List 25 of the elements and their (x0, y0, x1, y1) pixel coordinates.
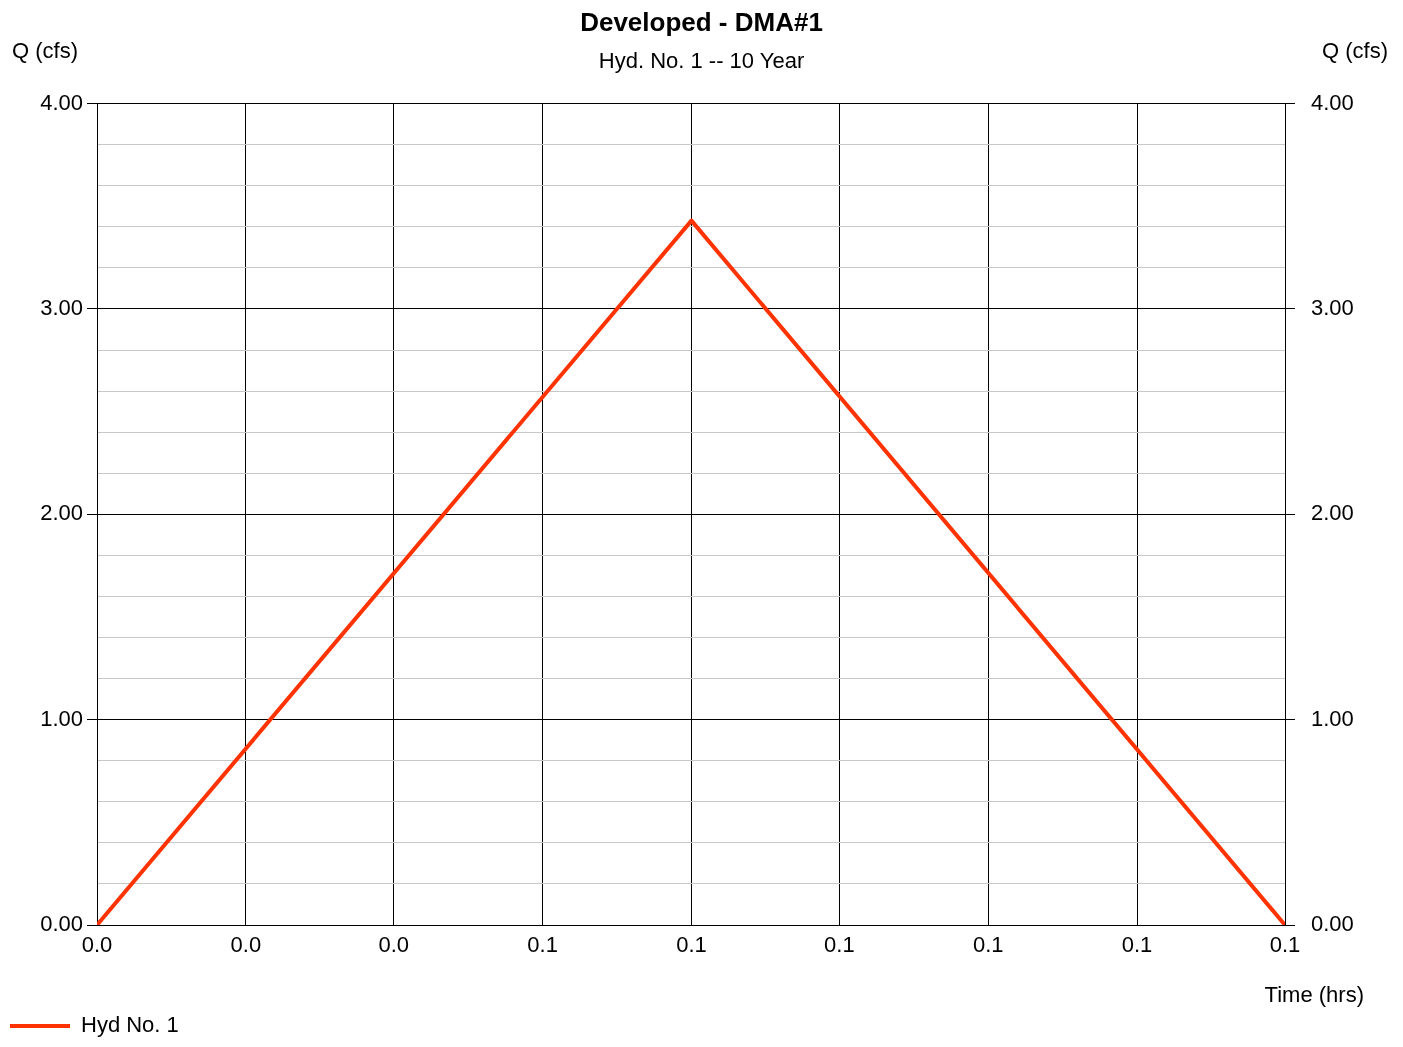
y-tick-label: 3.00 (40, 295, 83, 321)
legend-label: Hyd No. 1 (81, 1012, 179, 1038)
y2-tick-label: 2.00 (1311, 500, 1354, 526)
y2-axis-title: Q (cfs) (1322, 38, 1388, 64)
y2-tick-label: 1.00 (1311, 705, 1354, 731)
chart-subtitle: Hyd. No. 1 -- 10 Year (598, 48, 805, 74)
x-tick-label: 0.1 (676, 932, 707, 958)
chart-title: Developed - DMA#1 (580, 6, 823, 37)
y2-tick-label: 4.00 (1311, 89, 1354, 115)
y2-tick-label: 0.00 (1311, 911, 1354, 937)
x-tick-label: 0.1 (527, 932, 558, 958)
x-tick-label: 0.1 (972, 932, 1004, 958)
x-tick-label: 0.0 (81, 932, 113, 958)
y2-tick-label: 3.00 (1311, 295, 1354, 321)
x-tick-label: 0.0 (378, 932, 410, 958)
x-tick-label: 0.1 (1121, 932, 1153, 958)
y-axis-title: Q (cfs) (12, 38, 78, 64)
y-tick-label: 0.00 (40, 911, 83, 937)
x-tick-label: 0.1 (824, 932, 855, 958)
y-tick-label: 4.00 (40, 89, 83, 115)
y-tick-label: 1.00 (40, 705, 83, 731)
x-tick-label: 0.1 (1269, 932, 1301, 958)
y-tick-label: 2.00 (40, 500, 83, 526)
x-tick-label: 0.0 (230, 932, 262, 958)
x-axis-title: Time (hrs) (1264, 982, 1364, 1008)
